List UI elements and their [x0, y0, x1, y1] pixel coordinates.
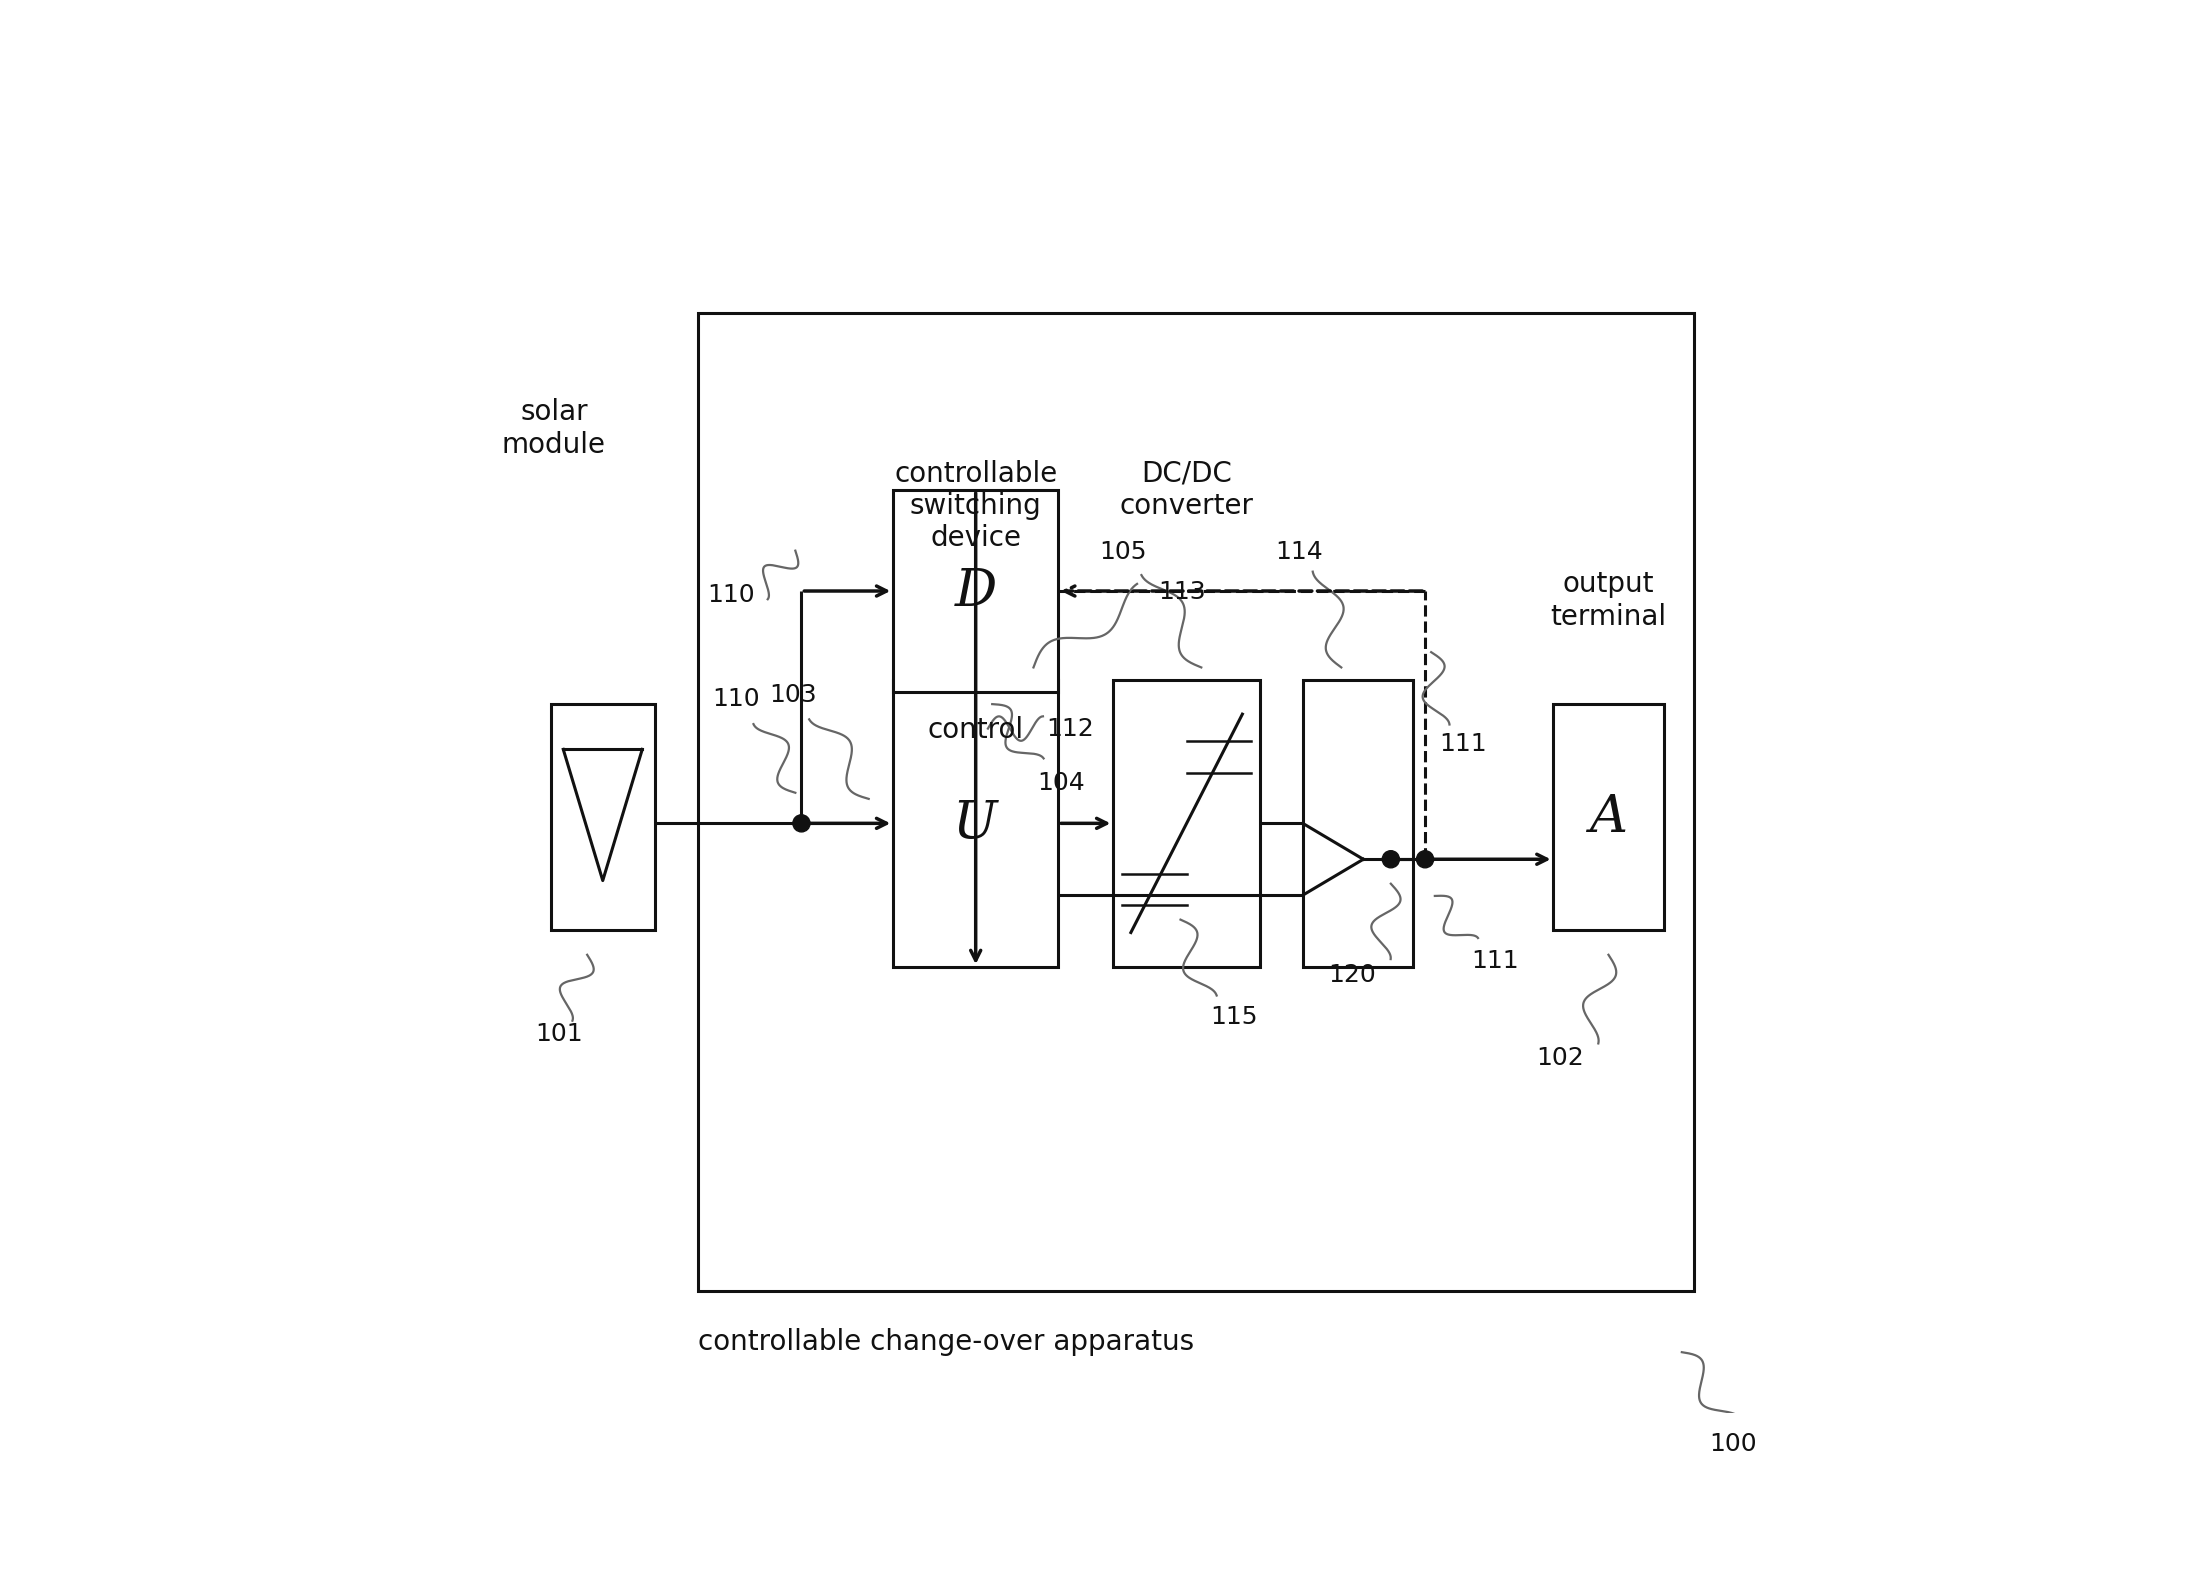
- Bar: [1554, 703, 1663, 931]
- Text: 111: 111: [1440, 732, 1488, 756]
- Text: control: control: [927, 716, 1025, 745]
- Text: 114: 114: [1274, 540, 1323, 564]
- Text: 103: 103: [771, 683, 817, 707]
- Text: output
terminal: output terminal: [1550, 570, 1667, 630]
- Bar: [550, 703, 656, 931]
- Text: 110: 110: [713, 688, 760, 711]
- Circle shape: [1382, 851, 1400, 867]
- Text: 102: 102: [1537, 1046, 1585, 1070]
- Text: 101: 101: [534, 1023, 583, 1046]
- Text: 104: 104: [1038, 772, 1084, 796]
- Text: 120: 120: [1329, 964, 1376, 988]
- Bar: [1303, 680, 1413, 967]
- Bar: [894, 491, 1058, 692]
- Text: U: U: [954, 797, 998, 850]
- Text: 112: 112: [1047, 716, 1095, 740]
- Text: A: A: [1590, 792, 1627, 843]
- Bar: [1113, 680, 1261, 967]
- Bar: [698, 313, 1694, 1291]
- Text: 110: 110: [707, 583, 755, 607]
- Circle shape: [1418, 851, 1433, 867]
- Text: 113: 113: [1159, 580, 1206, 603]
- Text: 100: 100: [1709, 1432, 1758, 1456]
- Text: 105: 105: [1100, 540, 1146, 564]
- Text: controllable
switching
device: controllable switching device: [894, 459, 1058, 553]
- Bar: [894, 680, 1058, 967]
- Text: controllable change-over apparatus: controllable change-over apparatus: [698, 1328, 1195, 1356]
- Text: 115: 115: [1210, 1005, 1256, 1029]
- Text: solar
module: solar module: [501, 399, 605, 459]
- Text: D: D: [954, 565, 996, 616]
- Text: DC/DC
converter: DC/DC converter: [1119, 459, 1254, 519]
- Text: 111: 111: [1471, 948, 1519, 972]
- Circle shape: [793, 815, 810, 832]
